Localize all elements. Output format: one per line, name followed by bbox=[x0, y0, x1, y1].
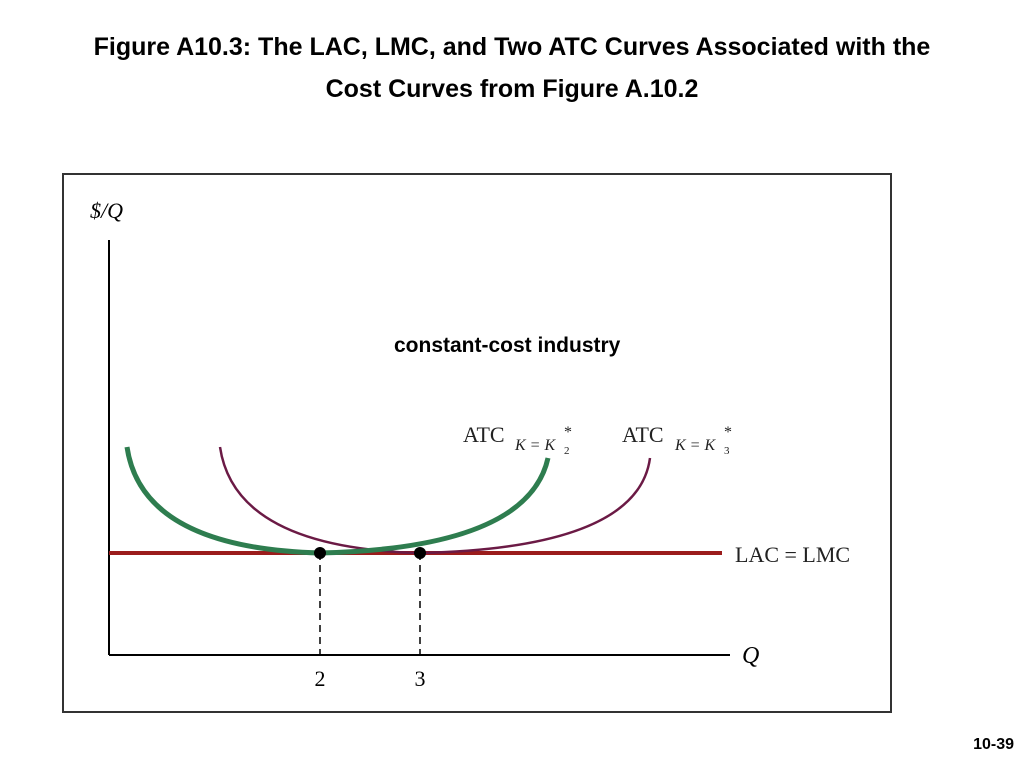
series-label-atc-k3: ATC K = K * 3 bbox=[622, 422, 732, 457]
series-label-atc-k3-index: 3 bbox=[724, 445, 730, 457]
series-atc-k3-curve bbox=[218, 446, 652, 555]
point-q3 bbox=[414, 547, 426, 559]
chart-frame bbox=[62, 173, 892, 713]
series-label-lac-lmc: LAC = LMC bbox=[735, 542, 850, 567]
y-axis-label: $/Q bbox=[90, 198, 123, 223]
x-tick-label-3: 3 bbox=[415, 666, 426, 691]
series-atc-k2-curve bbox=[124, 446, 551, 556]
series-label-atc-k3-star: * bbox=[724, 424, 732, 441]
chart-title: Figure A10.3: The LAC, LMC, and Two ATC … bbox=[0, 26, 1024, 110]
series-label-atc-k2: ATC K = K * 2 bbox=[463, 422, 572, 457]
series-label-atc-k2-subscript: K = K bbox=[514, 437, 556, 454]
title-line-1: Figure A10.3: The LAC, LMC, and Two ATC … bbox=[93, 33, 931, 61]
series-label-atc-k2-index: 2 bbox=[564, 445, 570, 457]
x-axis-label: Q bbox=[742, 643, 759, 669]
x-tick-label-2: 2 bbox=[315, 666, 326, 691]
series-label-atc-k3-main: ATC bbox=[622, 422, 664, 447]
point-q2 bbox=[314, 547, 326, 559]
series-label-atc-k2-star: * bbox=[564, 424, 572, 441]
series-label-atc-k3-subscript: K = K bbox=[674, 437, 716, 454]
chart-annotation: constant-cost industry bbox=[394, 334, 621, 357]
page-number: 10-39 bbox=[973, 736, 1014, 753]
title-line-2: Cost Curves from Figure A.10.2 bbox=[325, 75, 699, 103]
series-label-atc-k2-main: ATC bbox=[463, 422, 505, 447]
